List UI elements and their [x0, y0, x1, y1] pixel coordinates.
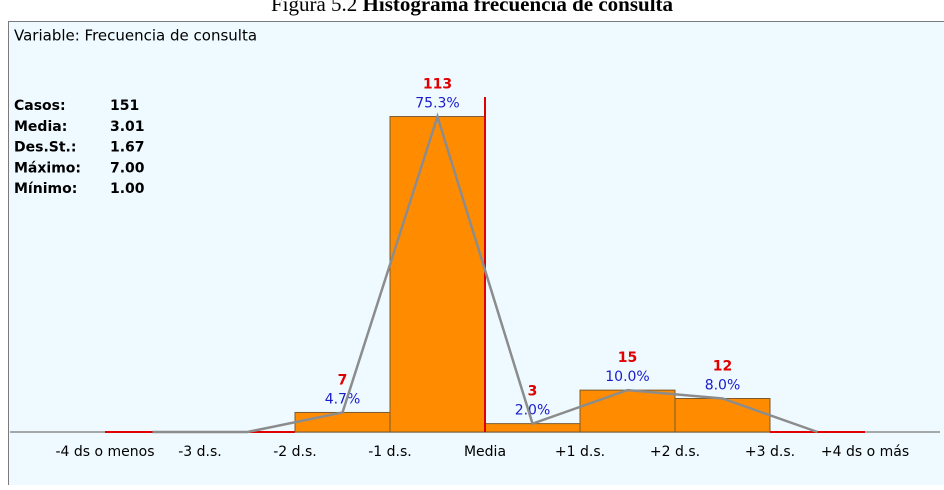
count-label: 12 [713, 359, 732, 375]
stat-label: Media: [14, 119, 67, 135]
x-tick-label: +1 d.s. [555, 444, 605, 460]
count-label: 7 [338, 372, 348, 388]
x-tick-label: -2 d.s. [273, 444, 317, 460]
x-tick-label: Media [464, 444, 506, 460]
figure-title: Figura 5.2 Histograma frecuencia de cons… [271, 0, 674, 16]
subtitle: Variable: Frecuencia de consulta [14, 27, 257, 45]
stat-value: 151 [110, 98, 139, 114]
stat-label: Mínimo: [14, 181, 77, 197]
x-tick-label: +3 d.s. [745, 444, 795, 460]
x-tick-label: -3 d.s. [178, 444, 222, 460]
bar [580, 390, 675, 432]
percent-label: 4.7% [325, 391, 361, 407]
percent-label: 8.0% [705, 378, 741, 394]
x-tick-label: -4 ds o menos [55, 444, 154, 460]
percent-label: 10.0% [605, 369, 649, 385]
stat-value: 1.00 [110, 181, 145, 197]
bar [390, 117, 485, 432]
stat-value: 1.67 [110, 140, 145, 156]
bar [295, 412, 390, 432]
stat-value: 3.01 [110, 119, 145, 135]
bar [675, 399, 770, 433]
stat-label: Máximo: [14, 160, 81, 176]
stat-label: Casos: [14, 98, 66, 114]
stat-value: 7.00 [110, 160, 145, 176]
percent-label: 2.0% [515, 403, 551, 419]
title: Histograma frecuencia de consulta [363, 0, 674, 16]
count-label: 15 [618, 350, 637, 366]
percent-label: 75.3% [415, 96, 459, 112]
x-tick-label: -1 d.s. [368, 444, 412, 460]
x-tick-label: +2 d.s. [650, 444, 700, 460]
count-label: 3 [528, 384, 538, 400]
figure-label: Figura 5.2 [271, 0, 357, 16]
count-label: 113 [423, 77, 452, 93]
stat-label: Des.St.: [14, 140, 76, 156]
x-tick-label: +4 ds o más [821, 444, 909, 460]
